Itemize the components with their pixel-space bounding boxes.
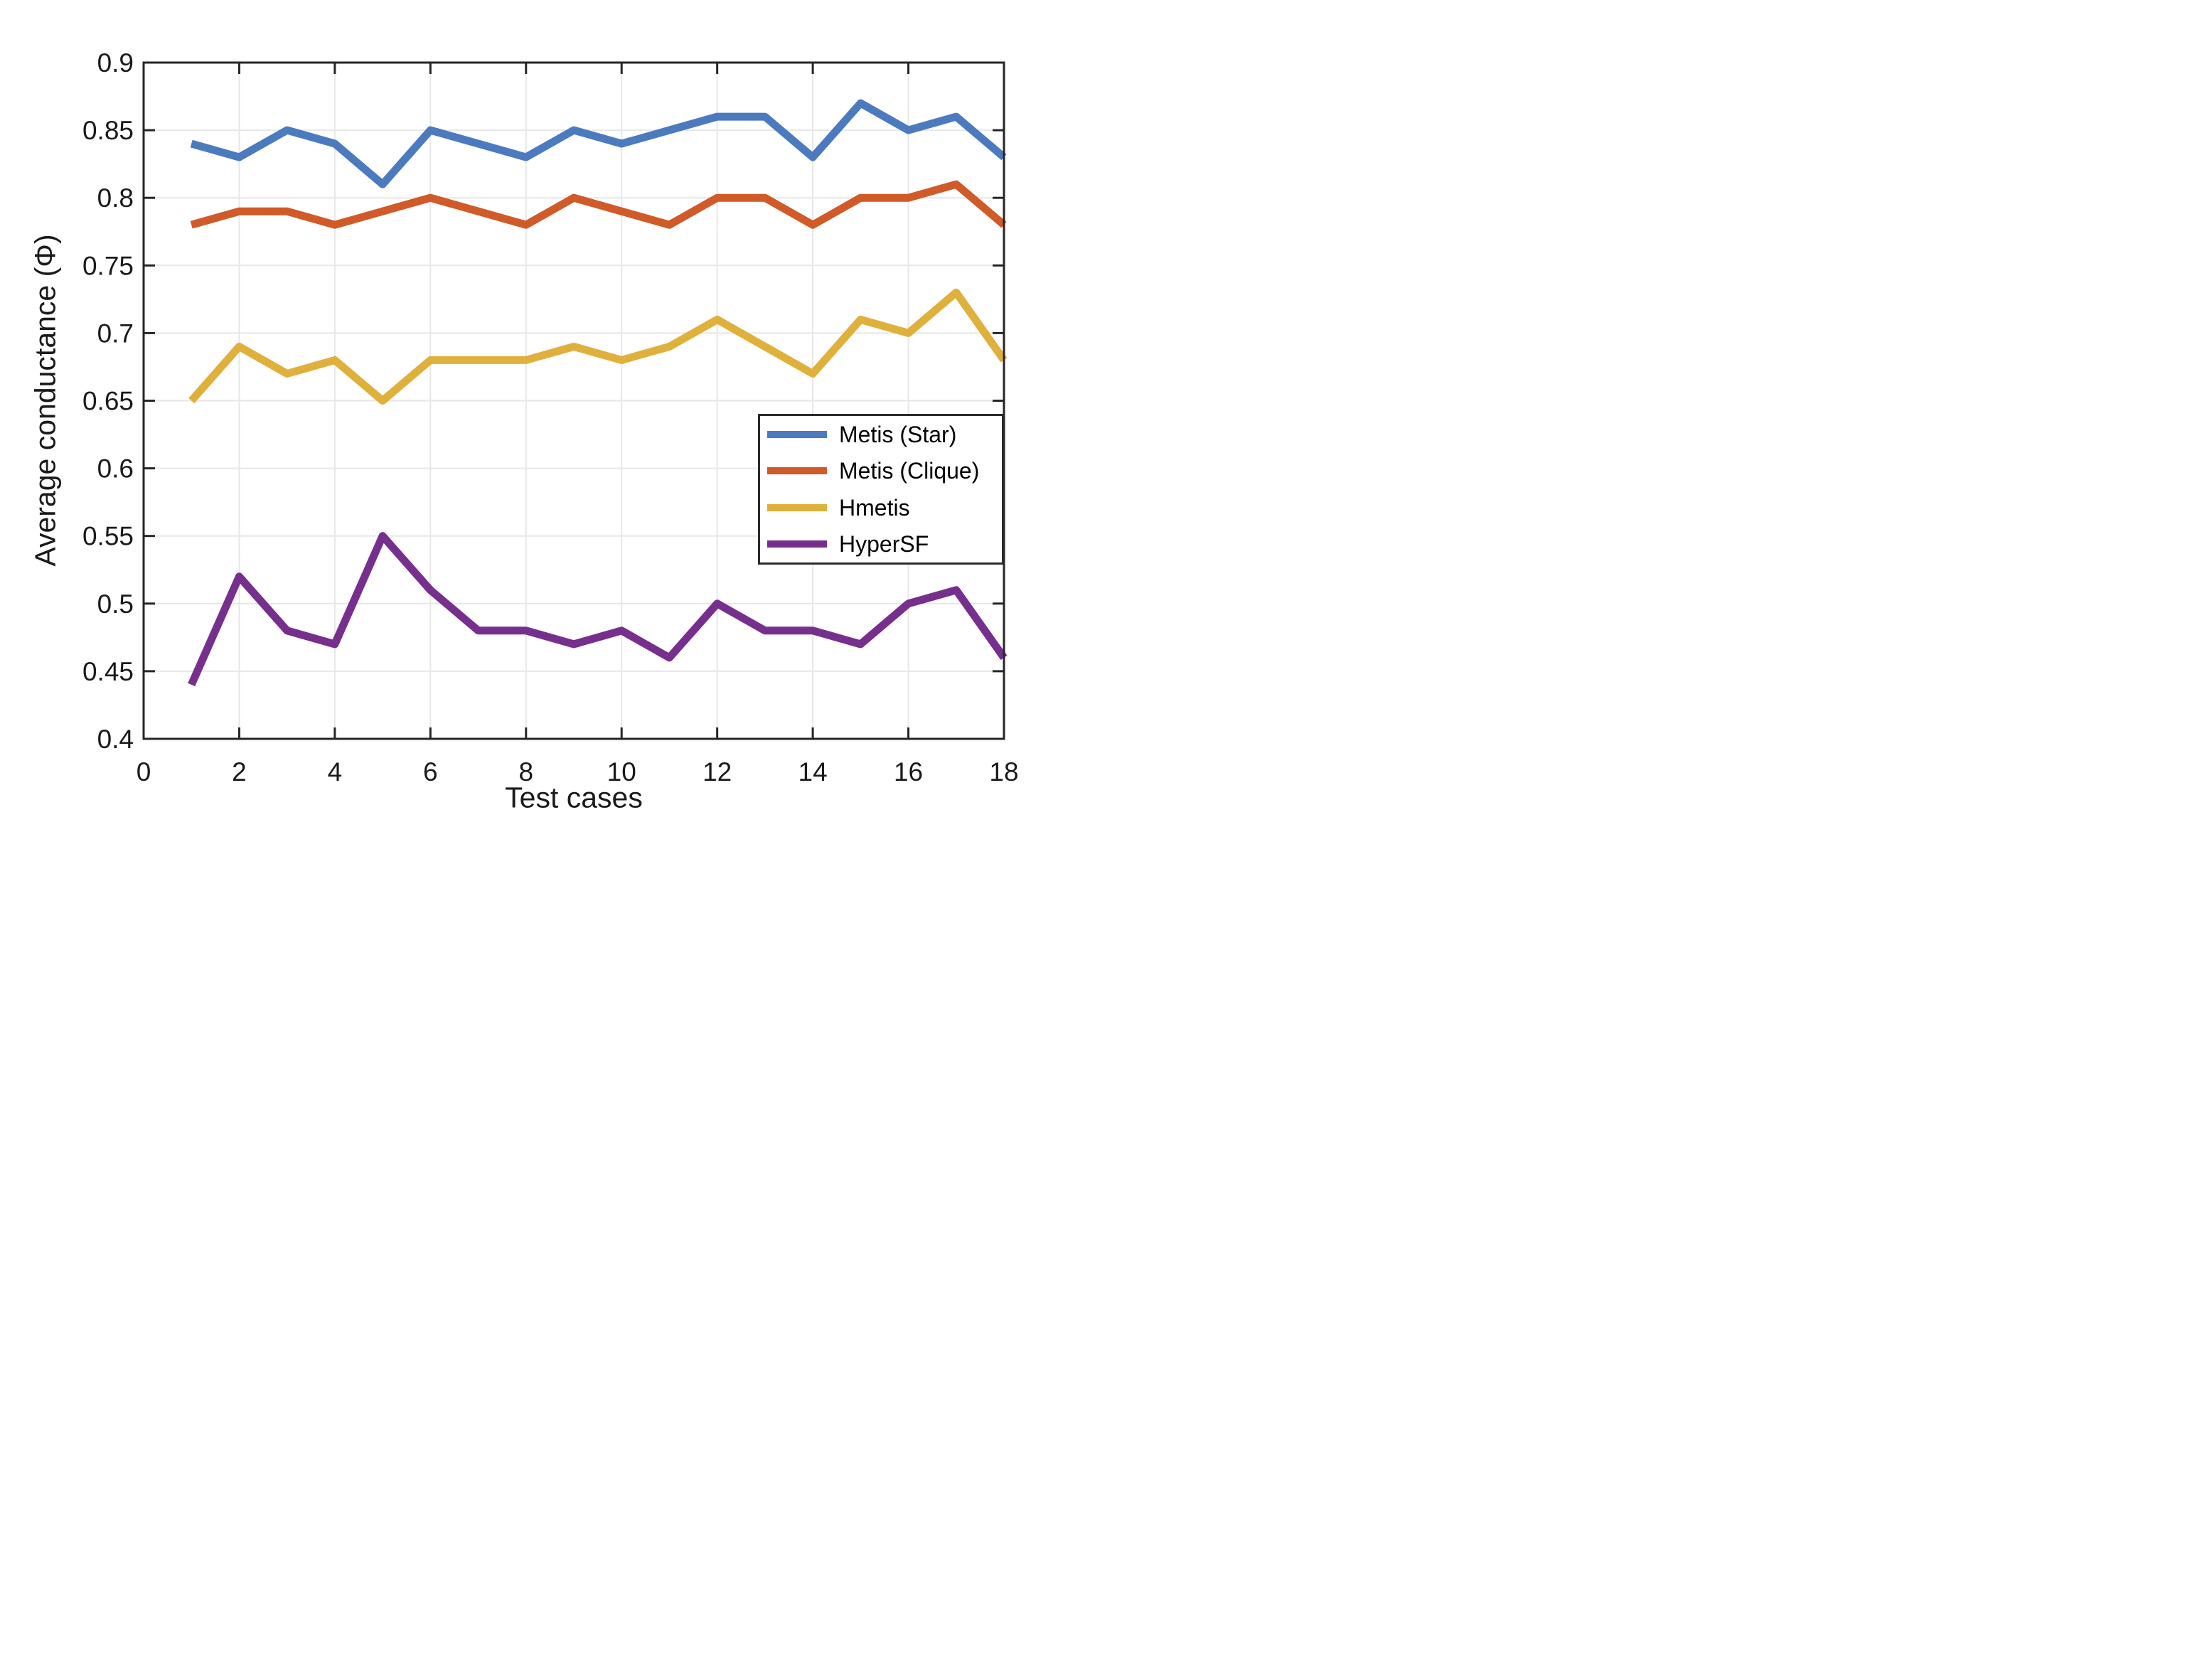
y-tick-label: 0.9 <box>97 48 134 78</box>
series-line-metis-star- <box>190 99 1007 188</box>
legend-item-label: HyperSF <box>839 531 929 558</box>
x-tick-label: 10 <box>607 757 636 786</box>
legend-item-label: Hmetis <box>839 494 910 521</box>
legend-item: HyperSF <box>767 526 1002 563</box>
legend-item-label: Metis (Clique) <box>839 458 980 484</box>
x-tick-label: 6 <box>423 757 438 786</box>
y-tick-label: 0.85 <box>82 116 134 145</box>
x-tick-label: 0 <box>137 757 151 786</box>
y-tick-label: 0.55 <box>82 522 134 551</box>
series-line-hmetis <box>188 288 1008 405</box>
x-tick-label: 8 <box>518 757 533 786</box>
line-chart-figure: 0.4 0.45 0.5 0.55 0.6 0.65 0.7 0.75 0.8 0.85 0.9 0 2… <box>0 0 1106 830</box>
x-tick-label: 18 <box>989 757 1018 786</box>
y-tick-label: 0.4 <box>97 725 134 754</box>
legend-item: Hmetis <box>767 489 1002 526</box>
y-tick-label: 0.8 <box>97 183 134 213</box>
x-tick-label: 16 <box>894 757 923 786</box>
x-tick-label: 12 <box>702 757 732 786</box>
legend-swatch-line <box>767 467 827 475</box>
y-tick-label: 0.5 <box>97 590 134 619</box>
x-axis-label: Test cases <box>505 781 643 814</box>
legend: Metis (Star) Metis (Clique) Hmetis HyperSF <box>758 414 1004 565</box>
legend-item: Metis (Clique) <box>767 453 1002 490</box>
y-tick-label: 0.65 <box>82 387 134 416</box>
y-tick-label: 0.45 <box>82 657 134 686</box>
x-tick-label: 14 <box>798 757 828 786</box>
series-line-hypersf <box>188 532 1008 687</box>
y-tick-label: 0.75 <box>82 251 134 280</box>
y-tick-label: 0.6 <box>97 454 134 484</box>
x-tick-label: 2 <box>232 757 247 786</box>
y-axis-label: Average conductance (Φ) <box>28 234 62 567</box>
legend-swatch-line <box>767 503 827 511</box>
legend-swatch-line <box>767 540 827 548</box>
legend-item: Metis (Star) <box>767 416 1002 453</box>
y-tick-label: 0.7 <box>97 319 134 348</box>
legend-swatch-line <box>767 430 827 438</box>
x-tick-label: 4 <box>328 757 343 786</box>
legend-item-label: Metis (Star) <box>839 421 957 447</box>
series-line-metis-clique- <box>190 180 1007 229</box>
